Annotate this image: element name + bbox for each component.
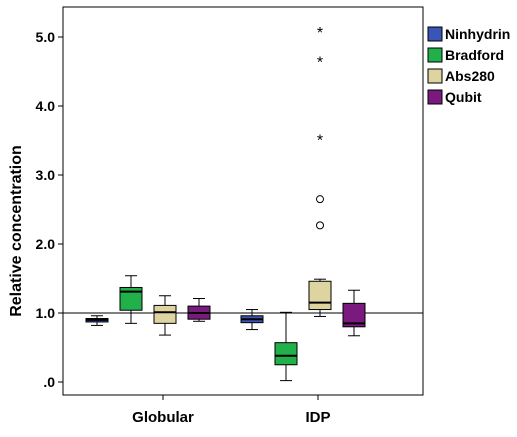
y-tick-label: 2.0 [36,236,56,252]
y-tick-label: 4.0 [36,98,56,114]
extreme-outlier-star: * [317,25,323,42]
x-tick-label: IDP [305,409,330,426]
box-group-qubit-globular [187,298,211,322]
extreme-outlier-star: * [317,132,323,149]
y-tick-label: .0 [43,374,55,390]
legend-label-ninhydrin: Ninhydrin [445,26,510,42]
box-iqr [342,302,366,328]
y-axis-label: Relative concentration [8,145,25,317]
outlier-circle [316,195,324,204]
box-group-qubit-idp [342,289,366,337]
legend-label-bradford: Bradford [445,47,504,63]
box-group-ninhydrin-globular [85,315,109,326]
box-iqr [308,280,332,311]
box-group-abs280-globular [153,295,177,336]
box-iqr [153,304,177,324]
legend-swatch-bradford [427,47,443,63]
x-tick-label: Globular [132,409,194,426]
legend-swatch-ninhydrin [427,26,443,42]
plot-frame [62,6,424,396]
extreme-outlier-star: * [317,54,323,71]
legend-label-abs280: Abs280 [445,68,495,84]
outlier-circle [316,221,324,230]
y-tick-label: 3.0 [36,167,56,183]
box-group-ninhydrin-idp [240,309,264,331]
box-group-abs280-idp: * * * [308,25,332,317]
plot-area: .0 1.0 2.0 3.0 4.0 5.0 Globular IDP * * * [36,6,424,426]
y-tick-label: 1.0 [36,305,56,321]
legend-swatch-qubit [427,89,443,105]
y-tick-label: 5.0 [36,29,56,45]
legend: Ninhydrin Bradford Abs280 Qubit [427,26,510,105]
box-group-bradford-idp [274,311,298,382]
box-iqr [119,286,143,311]
legend-label-qubit: Qubit [445,89,482,105]
legend-swatch-abs280 [427,68,443,84]
box-group-bradford-globular [119,275,143,324]
box-iqr [274,342,298,366]
